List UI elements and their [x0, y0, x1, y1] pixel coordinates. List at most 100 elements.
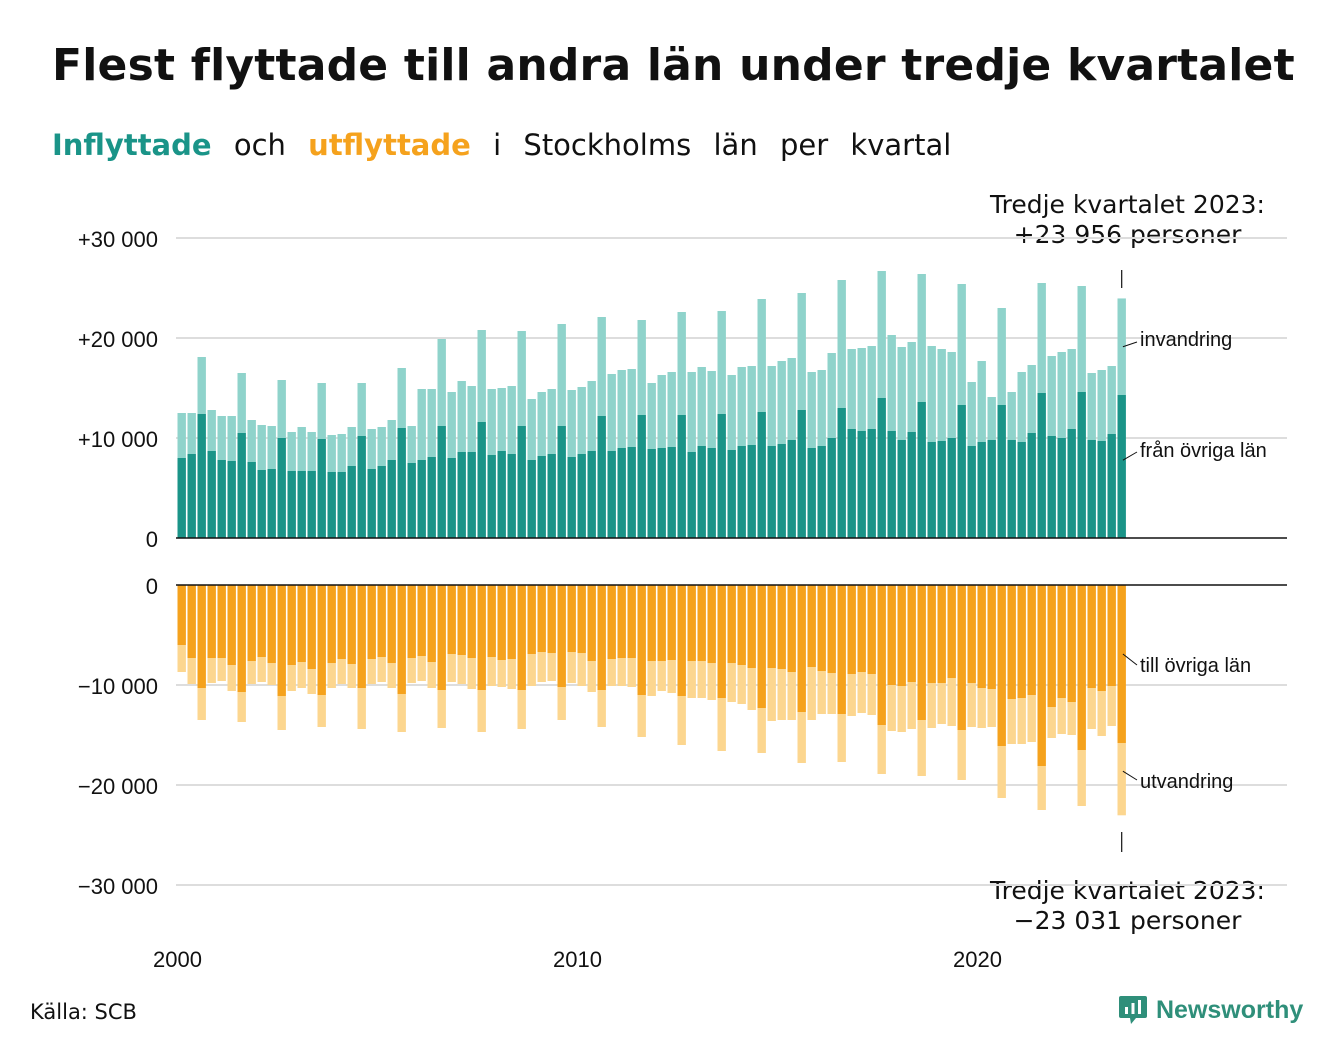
bar-emigration: [1047, 707, 1056, 738]
bar-emigration: [367, 659, 376, 684]
bar-immigration: [857, 348, 866, 431]
bar-from-other-counties: [437, 426, 446, 538]
bar-emigration: [847, 674, 856, 716]
bar-emigration: [867, 674, 876, 715]
bar-to-other-counties: [687, 585, 696, 661]
bar-from-other-counties: [277, 438, 286, 538]
bar-emigration: [877, 725, 886, 774]
bar-immigration: [457, 381, 466, 452]
bar-immigration: [807, 372, 816, 448]
bar-to-other-counties: [957, 585, 966, 730]
brand[interactable]: Newsworthy: [1118, 994, 1303, 1026]
bar-to-other-counties: [437, 585, 446, 690]
bottom-annotation: Tredje kvartalet 2023: −23 031 personer: [975, 876, 1280, 936]
bar-immigration: [767, 366, 776, 446]
subtitle-inflyttade: Inflyttade: [52, 128, 212, 162]
bar-to-other-counties: [597, 585, 606, 690]
bar-to-other-counties: [637, 585, 646, 695]
bar-to-other-counties: [487, 585, 496, 657]
bar-emigration: [397, 694, 406, 732]
bar-emigration: [297, 662, 306, 688]
bar-immigration: [717, 311, 726, 414]
bar-emigration: [557, 687, 566, 720]
bar-to-other-counties: [677, 585, 686, 696]
bar-from-other-counties: [597, 416, 606, 538]
bar-emigration: [997, 746, 1006, 798]
bar-from-other-counties: [937, 441, 946, 538]
bar-to-other-counties: [417, 585, 426, 656]
bar-to-other-counties: [697, 585, 706, 661]
bar-to-other-counties: [1027, 585, 1036, 695]
bar-to-other-counties: [717, 585, 726, 698]
bar-to-other-counties: [517, 585, 526, 690]
bar-emigration: [987, 689, 996, 727]
bar-emigration: [617, 658, 626, 686]
bottom-annotation-line2: −23 031 personer: [1013, 906, 1242, 935]
bar-emigration: [307, 669, 316, 694]
bar-to-other-counties: [257, 585, 266, 657]
bar-to-other-counties: [377, 585, 386, 657]
source-note: Källa: SCB: [30, 1000, 137, 1024]
inflow-bars: [177, 271, 1126, 538]
bar-immigration: [547, 389, 556, 454]
bar-to-other-counties: [747, 585, 756, 668]
bar-immigration: [727, 375, 736, 450]
bar-from-other-counties: [497, 451, 506, 538]
bar-emigration: [857, 672, 866, 713]
bar-from-other-counties: [817, 446, 826, 538]
bar-emigration: [507, 659, 516, 689]
x-tick-label: 2020: [953, 947, 1002, 972]
bar-from-other-counties: [1017, 442, 1026, 538]
bar-to-other-counties: [807, 585, 816, 667]
bar-from-other-counties: [867, 429, 876, 538]
bar-from-other-counties: [507, 454, 516, 538]
bar-from-other-counties: [577, 454, 586, 538]
bar-emigration: [327, 663, 336, 688]
bar-immigration: [667, 372, 676, 447]
bar-to-other-counties: [977, 585, 986, 688]
bar-to-other-counties: [317, 585, 326, 695]
leader-line: [1122, 653, 1138, 666]
bar-emigration: [427, 662, 436, 688]
bar-from-other-counties: [177, 458, 186, 538]
bar-to-other-counties: [707, 585, 716, 663]
bar-from-other-counties: [707, 448, 716, 538]
bar-to-other-counties: [297, 585, 306, 662]
bar-from-other-counties: [997, 405, 1006, 538]
bar-immigration: [197, 357, 206, 414]
bar-to-other-counties: [787, 585, 796, 672]
bar-to-other-counties: [767, 585, 776, 668]
bar-immigration: [377, 427, 386, 466]
bar-immigration: [337, 434, 346, 472]
bottom-annotation-line1: Tredje kvartalet 2023:: [990, 876, 1265, 905]
bar-emigration: [437, 690, 446, 728]
bar-emigration: [177, 645, 186, 672]
bar-to-other-counties: [657, 585, 666, 661]
bar-immigration: [327, 435, 336, 472]
bar-to-other-counties: [457, 585, 466, 655]
bar-from-other-counties: [697, 446, 706, 538]
y-tick-label: −20 000: [78, 774, 158, 799]
bar-immigration: [417, 389, 426, 460]
bar-emigration: [1067, 702, 1076, 735]
y-tick-label: 0: [146, 527, 158, 552]
x-tick-label: 2000: [153, 947, 202, 972]
bar-emigration: [657, 661, 666, 691]
bar-from-other-counties: [797, 410, 806, 538]
bar-from-other-counties: [337, 472, 346, 538]
bar-to-other-counties: [477, 585, 486, 690]
bar-emigration: [977, 688, 986, 728]
bar-to-other-counties: [337, 585, 346, 659]
bar-emigration: [357, 688, 366, 729]
bar-from-other-counties: [807, 448, 816, 538]
bar-from-other-counties: [857, 431, 866, 538]
bar-to-other-counties: [587, 585, 596, 661]
subtitle-word: Stockholms: [523, 128, 692, 162]
bar-immigration: [687, 372, 696, 452]
bar-emigration: [697, 661, 706, 698]
bar-immigration: [357, 383, 366, 436]
subtitle-word: per: [779, 128, 829, 162]
bar-from-other-counties: [637, 415, 646, 538]
bar-to-other-counties: [877, 585, 886, 725]
bar-emigration: [447, 654, 456, 682]
